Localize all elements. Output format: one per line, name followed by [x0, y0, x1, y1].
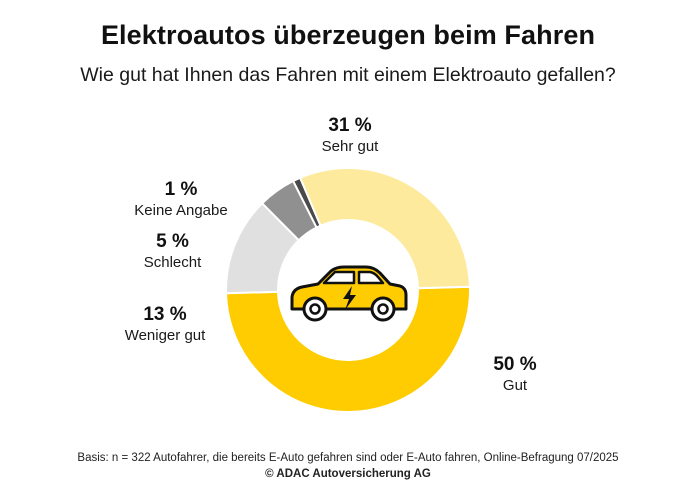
slice-value: 31 % [328, 115, 372, 136]
slice-name: Sehr gut [321, 137, 379, 155]
chart-title: Elektroautos überzeugen beim Fahren [100, 20, 596, 50]
slice-name: Gut [502, 376, 528, 394]
slice-label-schlecht: 5 % Schlecht [125, 230, 220, 273]
slice-name: Weniger gut [124, 326, 206, 344]
footnote-basis: Basis: n = 322 Autofahrer, die bereits E… [77, 452, 619, 464]
slice-label-weniger-gut: 13 % Weniger gut [110, 303, 220, 346]
slice-label-keine-angabe: 1 % Keine Angabe [125, 178, 237, 221]
slice-label-gut: 50 % Gut [475, 353, 555, 396]
slice-value: 50 % [493, 354, 537, 375]
electric-car-icon [290, 265, 408, 322]
slice-value: 13 % [143, 304, 187, 325]
donut-slice-sehr-gut [298, 167, 471, 290]
donut-slice-gut [225, 285, 471, 413]
slice-value: 5 % [156, 231, 189, 252]
slice-name: Schlecht [143, 253, 202, 271]
footnote-copyright: © ADAC Autoversicherung AG [265, 468, 431, 480]
slice-label-sehr-gut: 31 % Sehr gut [300, 114, 400, 157]
slice-value: 1 % [164, 179, 198, 200]
chart-subtitle: Wie gut hat Ihnen das Fahren mit einem E… [80, 64, 616, 86]
donut-slices [225, 167, 471, 413]
slice-name: Keine Angabe [134, 201, 228, 219]
